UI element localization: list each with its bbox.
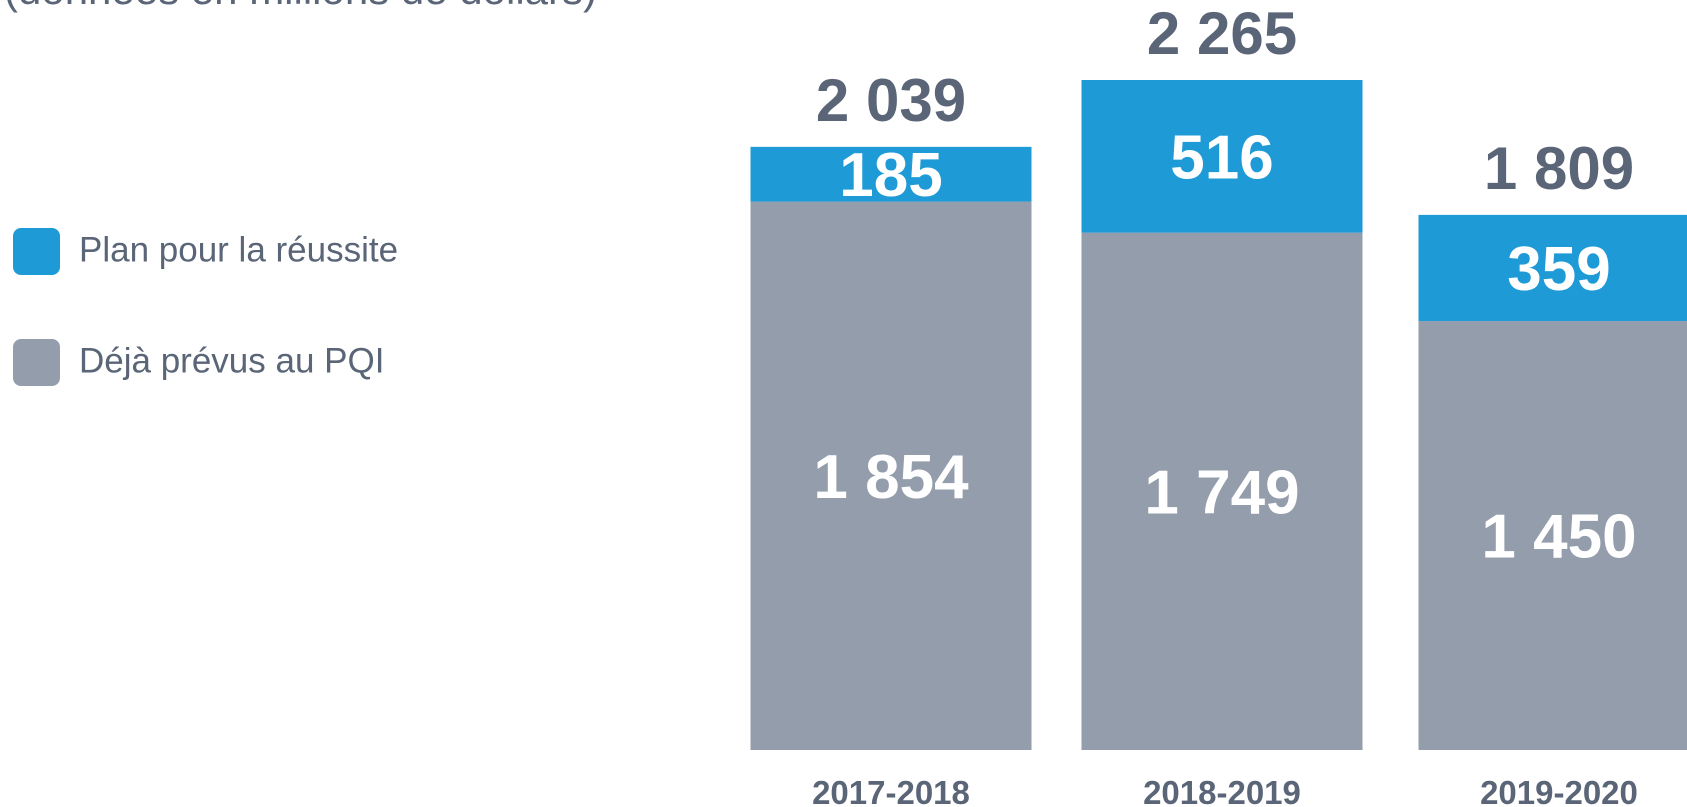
bar-segment [1418, 321, 1687, 750]
total-label: 2 265 [1147, 0, 1297, 67]
bar-segment [1418, 214, 1687, 322]
value-label: 185 [839, 141, 942, 210]
value-label: 516 [1170, 123, 1273, 192]
legend-label: Plan pour la réussite [79, 230, 398, 269]
bar-segment [1081, 232, 1363, 751]
x-tick-label: 2019-2020 [1480, 774, 1638, 807]
total-label: 1 809 [1484, 135, 1634, 202]
chart-subtitle: (données en millions de dollars) [4, 0, 597, 13]
x-tick-label: 2017-2018 [812, 774, 970, 807]
value-label: 359 [1507, 235, 1610, 304]
legend-label: Déjà prévus au PQI [79, 341, 384, 380]
value-label: 1 450 [1481, 503, 1636, 572]
value-label: 1 854 [813, 443, 969, 512]
value-label: 1 749 [1144, 458, 1299, 527]
total-label: 2 039 [816, 67, 966, 134]
x-tick-label: 2018-2019 [1143, 774, 1301, 807]
bar-segment [750, 201, 1032, 750]
legend-swatch [13, 228, 60, 275]
legend-swatch [13, 339, 60, 386]
bar-segment [750, 146, 1032, 202]
bar-segment [1081, 80, 1363, 233]
